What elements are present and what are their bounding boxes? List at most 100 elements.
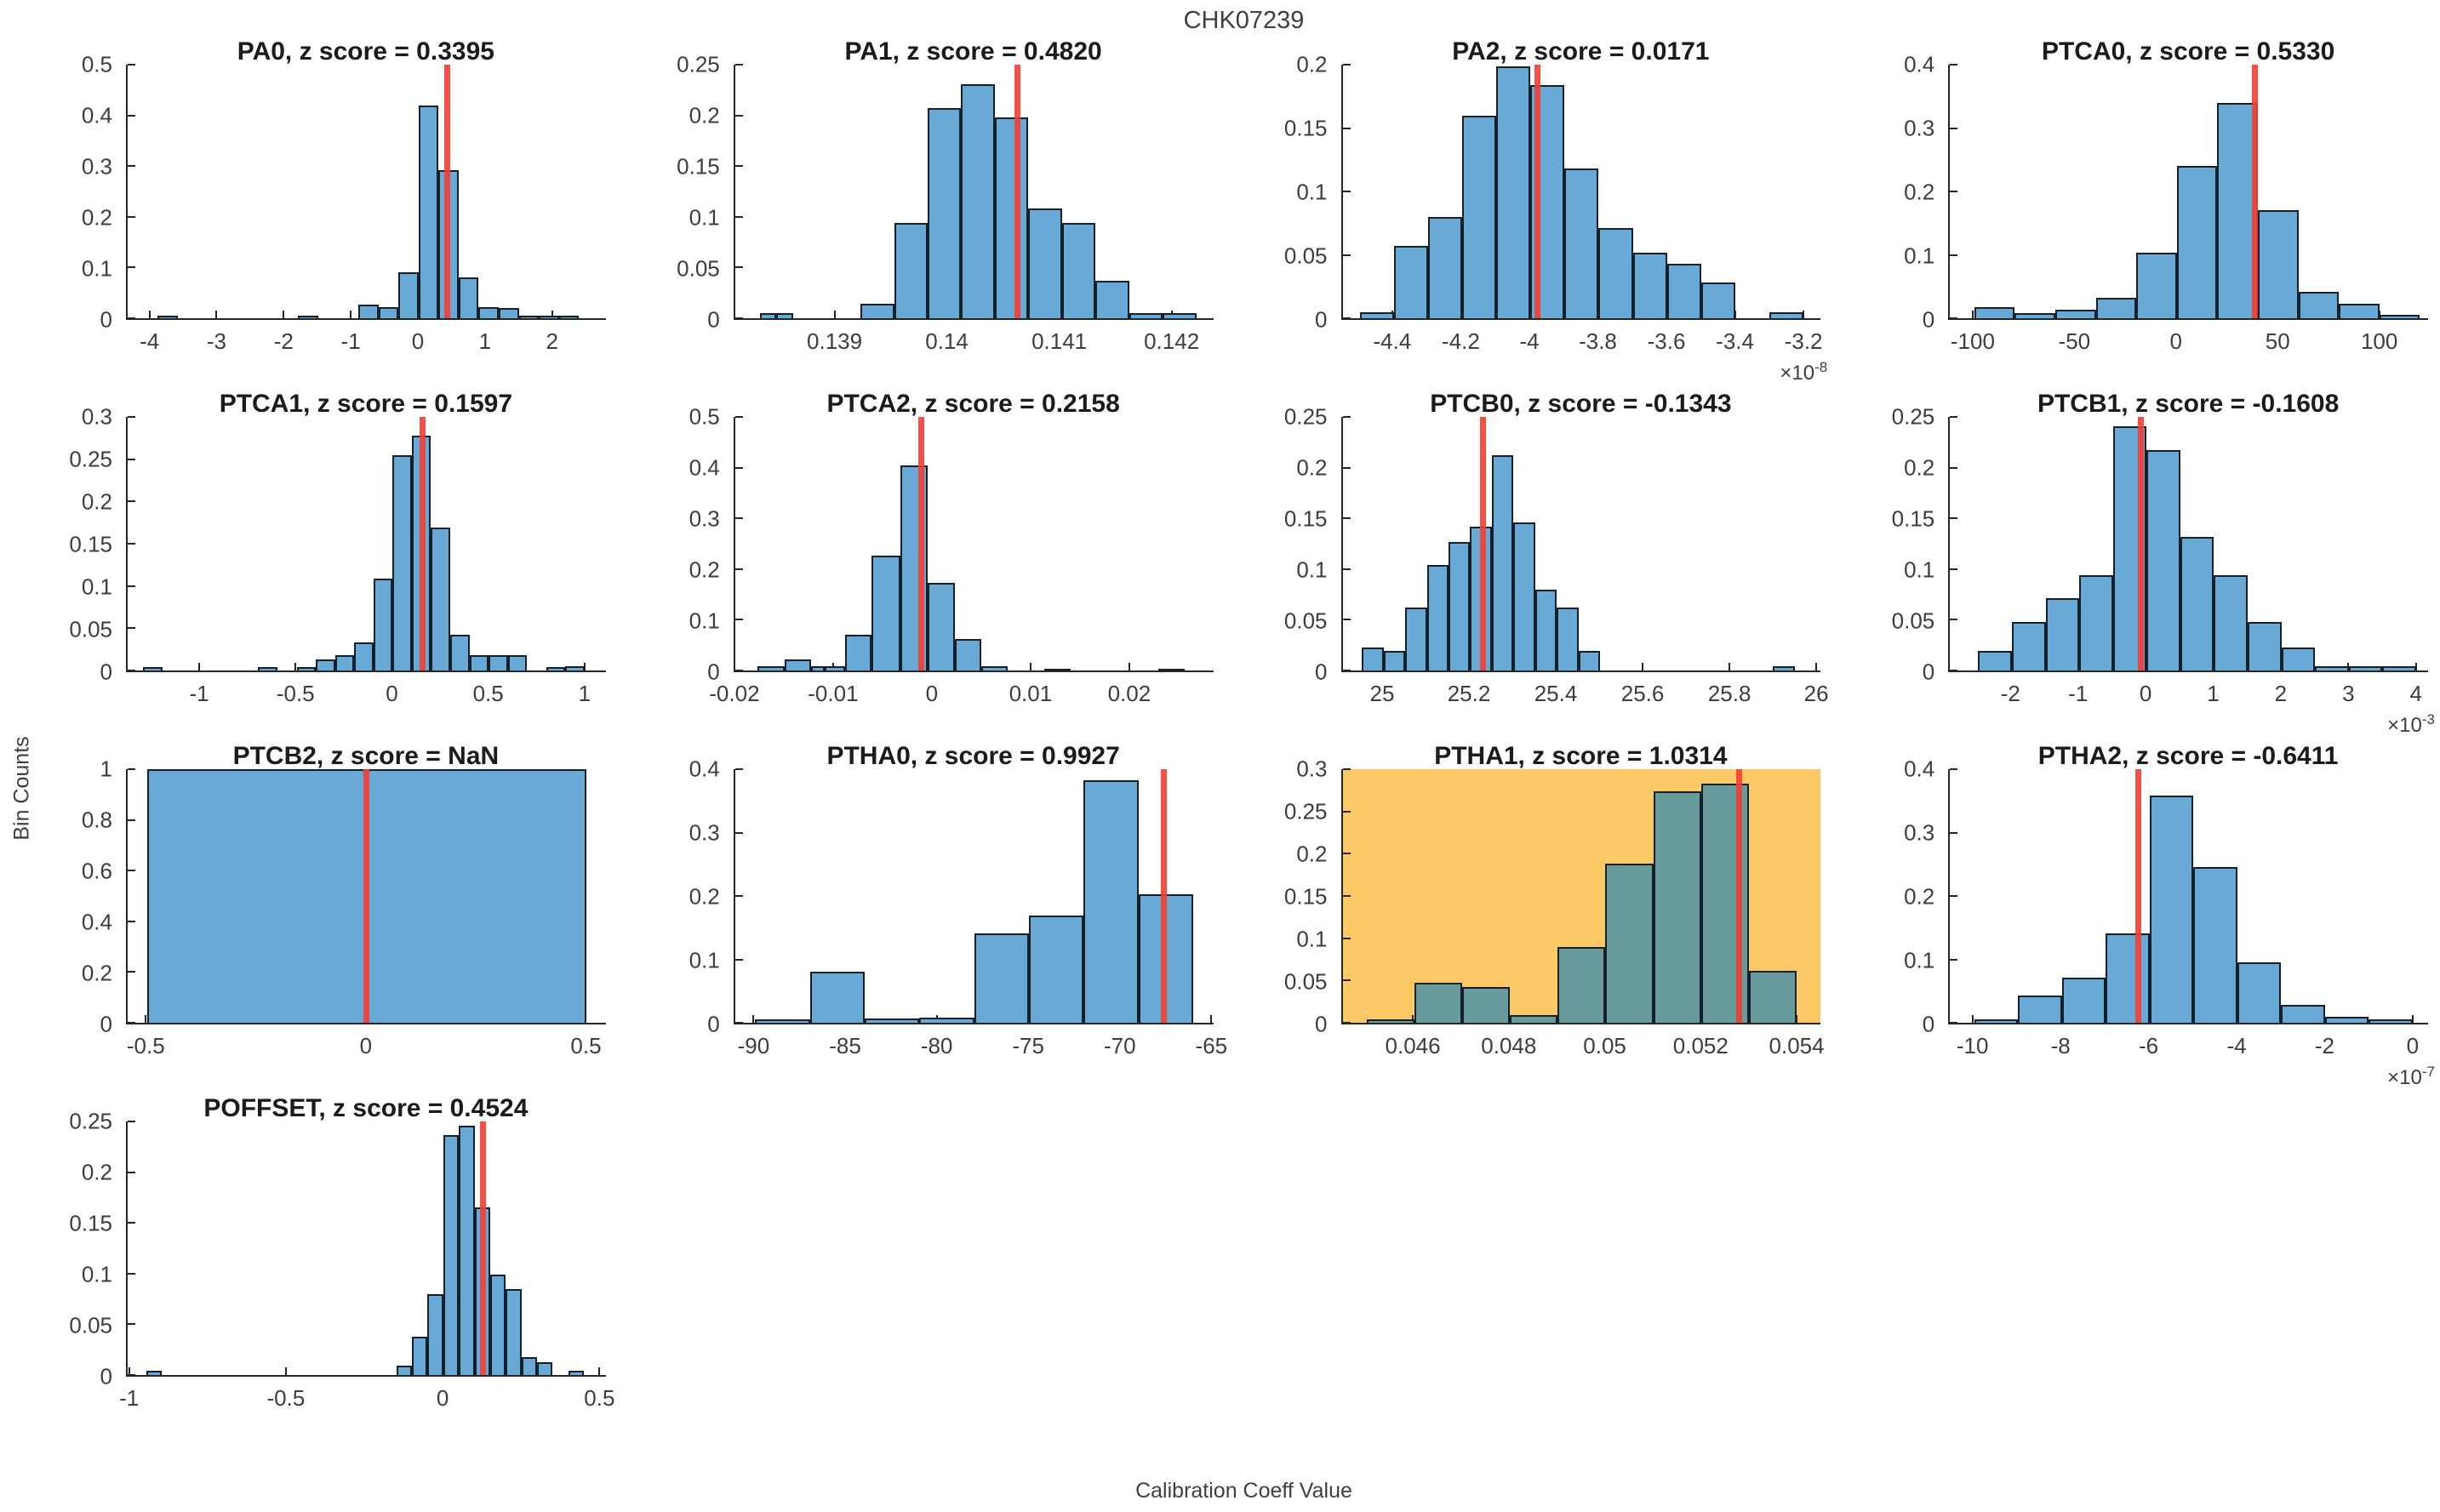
y-tick-mark (1342, 895, 1351, 897)
y-tick-label: 0.15 (69, 1210, 112, 1236)
y-axis-gutter: 0 0.1 0.2 0.3 0.4 0.5 (667, 404, 734, 685)
y-tick-mark (1342, 191, 1351, 192)
histogram-bar (1598, 228, 1633, 318)
y-tick-label: 0.15 (1891, 505, 1935, 532)
y-tick-label: 0.2 (81, 1159, 112, 1185)
x-tick-mark (1128, 663, 1130, 670)
x-tick-mark (284, 1367, 287, 1375)
y-axis-gutter: 0 0.1 0.2 0.3 0.4 0.5 (60, 52, 126, 333)
histogram-bar (478, 306, 500, 318)
x-tick-mark (733, 663, 735, 670)
x-tick-label: 0 (2406, 1033, 2420, 1058)
histogram-bar (398, 272, 419, 318)
x-tick-label: -0.01 (808, 681, 859, 706)
histogram-bar (2106, 933, 2150, 1023)
x-axis-exponent: ×10-3 (2387, 711, 2435, 738)
x-tick-mark (1729, 663, 1731, 670)
x-tick-label: -0.5 (126, 1033, 165, 1058)
y-tick-mark (128, 458, 135, 460)
y-axis-gutter: 0 0.05 0.1 0.15 0.2 (1275, 52, 1341, 333)
x-tick-label: -70 (1103, 1033, 1136, 1058)
z-score-reference-line (1534, 65, 1540, 318)
x-tick-mark (148, 311, 151, 318)
z-score-reference-line (2138, 417, 2145, 670)
histogram-bar (358, 304, 379, 318)
x-tick-label: 0.142 (1144, 328, 1200, 354)
subplot-pa1: PA1, z score = 0.4820 0 0.05 0.1 0.15 0.2 0.25… (667, 37, 1214, 357)
y-tick-mark (1950, 64, 1958, 66)
y-tick-mark (734, 165, 743, 168)
histogram-bar (506, 1288, 522, 1375)
y-tick-mark (128, 416, 135, 418)
histogram-bar (1496, 66, 1531, 318)
y-tick-mark (128, 317, 135, 319)
x-tick-label: -0.02 (709, 681, 760, 706)
x-axis-ticks: -0.02 -0.01 0 0.01 0.02 (709, 663, 1214, 710)
y-axis-gutter: 0 0.05 0.1 0.15 0.2 0.25 (1882, 404, 1948, 685)
y-tick-label: 0.2 (81, 488, 112, 515)
histogram-bar (2217, 102, 2259, 318)
y-tick-label: 0.15 (69, 531, 112, 557)
subplot-ptcb1: PTCB1, z score = -0.1608 0 0.05 0.1 0.15 0.2 0… (1882, 390, 2435, 737)
x-tick-label: -85 (829, 1033, 861, 1058)
x-tick-label: 0.046 (1385, 1033, 1441, 1058)
x-tick-mark (198, 663, 201, 670)
y-tick-mark (1342, 768, 1351, 770)
x-tick-label: -4 (1519, 328, 1540, 354)
x-tick-label: 100 (2360, 328, 2398, 354)
y-tick-mark (1342, 1022, 1351, 1024)
x-tick-mark (551, 311, 553, 318)
y-tick-mark (1342, 416, 1351, 418)
x-tick-label: 1 (578, 681, 591, 706)
x-axis-exponent: ×10-7 (2387, 1064, 2435, 1090)
histogram-bar (994, 117, 1029, 318)
exponent-base: ×10 (1780, 362, 1815, 385)
y-tick-label: 0.3 (689, 819, 720, 846)
y-tick-label: 0.1 (1904, 947, 1935, 973)
y-axis-gutter: 0 0.05 0.1 0.15 0.2 0.25 (1275, 404, 1341, 685)
z-score-reference-line (419, 417, 426, 670)
y-tick-label: 0 (1315, 659, 1328, 685)
histogram-bar (871, 555, 900, 670)
histogram-bar (928, 582, 955, 670)
x-tick-label: 0.141 (1031, 328, 1088, 354)
y-tick-label: 0.05 (1283, 608, 1328, 634)
x-tick-label: 0 (925, 681, 939, 706)
y-tick-label: 0.25 (1283, 403, 1328, 430)
y-tick-label: 0.2 (81, 204, 112, 231)
y-tick-label: 0.8 (81, 807, 112, 833)
plot-area (1948, 768, 2428, 1024)
y-tick-mark (1950, 670, 1958, 671)
y-tick-label: 0 (100, 306, 112, 333)
histogram-bar (334, 655, 355, 670)
histogram-bar (143, 667, 163, 670)
histogram-bar (146, 1371, 163, 1375)
y-tick-mark (1342, 254, 1351, 256)
histogram-bar (450, 635, 470, 670)
x-axis-label: Calibration Coeff Value (1135, 1479, 1352, 1503)
y-tick-label: 0.3 (1296, 756, 1328, 782)
subplot-poffset: POFFSET, z score = 0.4524 0 0.05 0.1 0.15 0.2… (60, 1094, 614, 1414)
y-tick-label: 0.2 (1296, 454, 1328, 481)
histogram-bar (2237, 962, 2282, 1023)
x-tick-label: 26 (1803, 681, 1829, 706)
y-tick-label: 0.1 (81, 1261, 112, 1287)
subplot-title: PA0, z score = 0.3395 (237, 37, 494, 66)
histogram-bar (1028, 916, 1084, 1023)
x-tick-label: -3.8 (1579, 328, 1617, 354)
y-tick-label: 0 (1922, 659, 1935, 685)
x-tick-label: 25 (1369, 681, 1395, 706)
y-tick-label: 0 (100, 659, 112, 685)
y-axis-gutter: 0 0.05 0.1 0.15 0.2 0.25 (60, 1109, 126, 1389)
histogram-bar (1564, 168, 1599, 318)
histogram-bar (536, 1361, 553, 1375)
y-tick-label: 0 (707, 1011, 720, 1037)
x-tick-mark (833, 311, 836, 318)
x-tick-label: 0.054 (1769, 1033, 1825, 1058)
y-tick-label: 0.4 (689, 756, 720, 782)
x-tick-label: 0.139 (807, 328, 863, 354)
x-tick-label: -1 (119, 1385, 140, 1411)
subplot-title: PTCA2, z score = 0.2158 (826, 390, 1120, 418)
x-tick-label: 3 (2342, 681, 2355, 706)
x-tick-label: 25.8 (1707, 681, 1751, 706)
